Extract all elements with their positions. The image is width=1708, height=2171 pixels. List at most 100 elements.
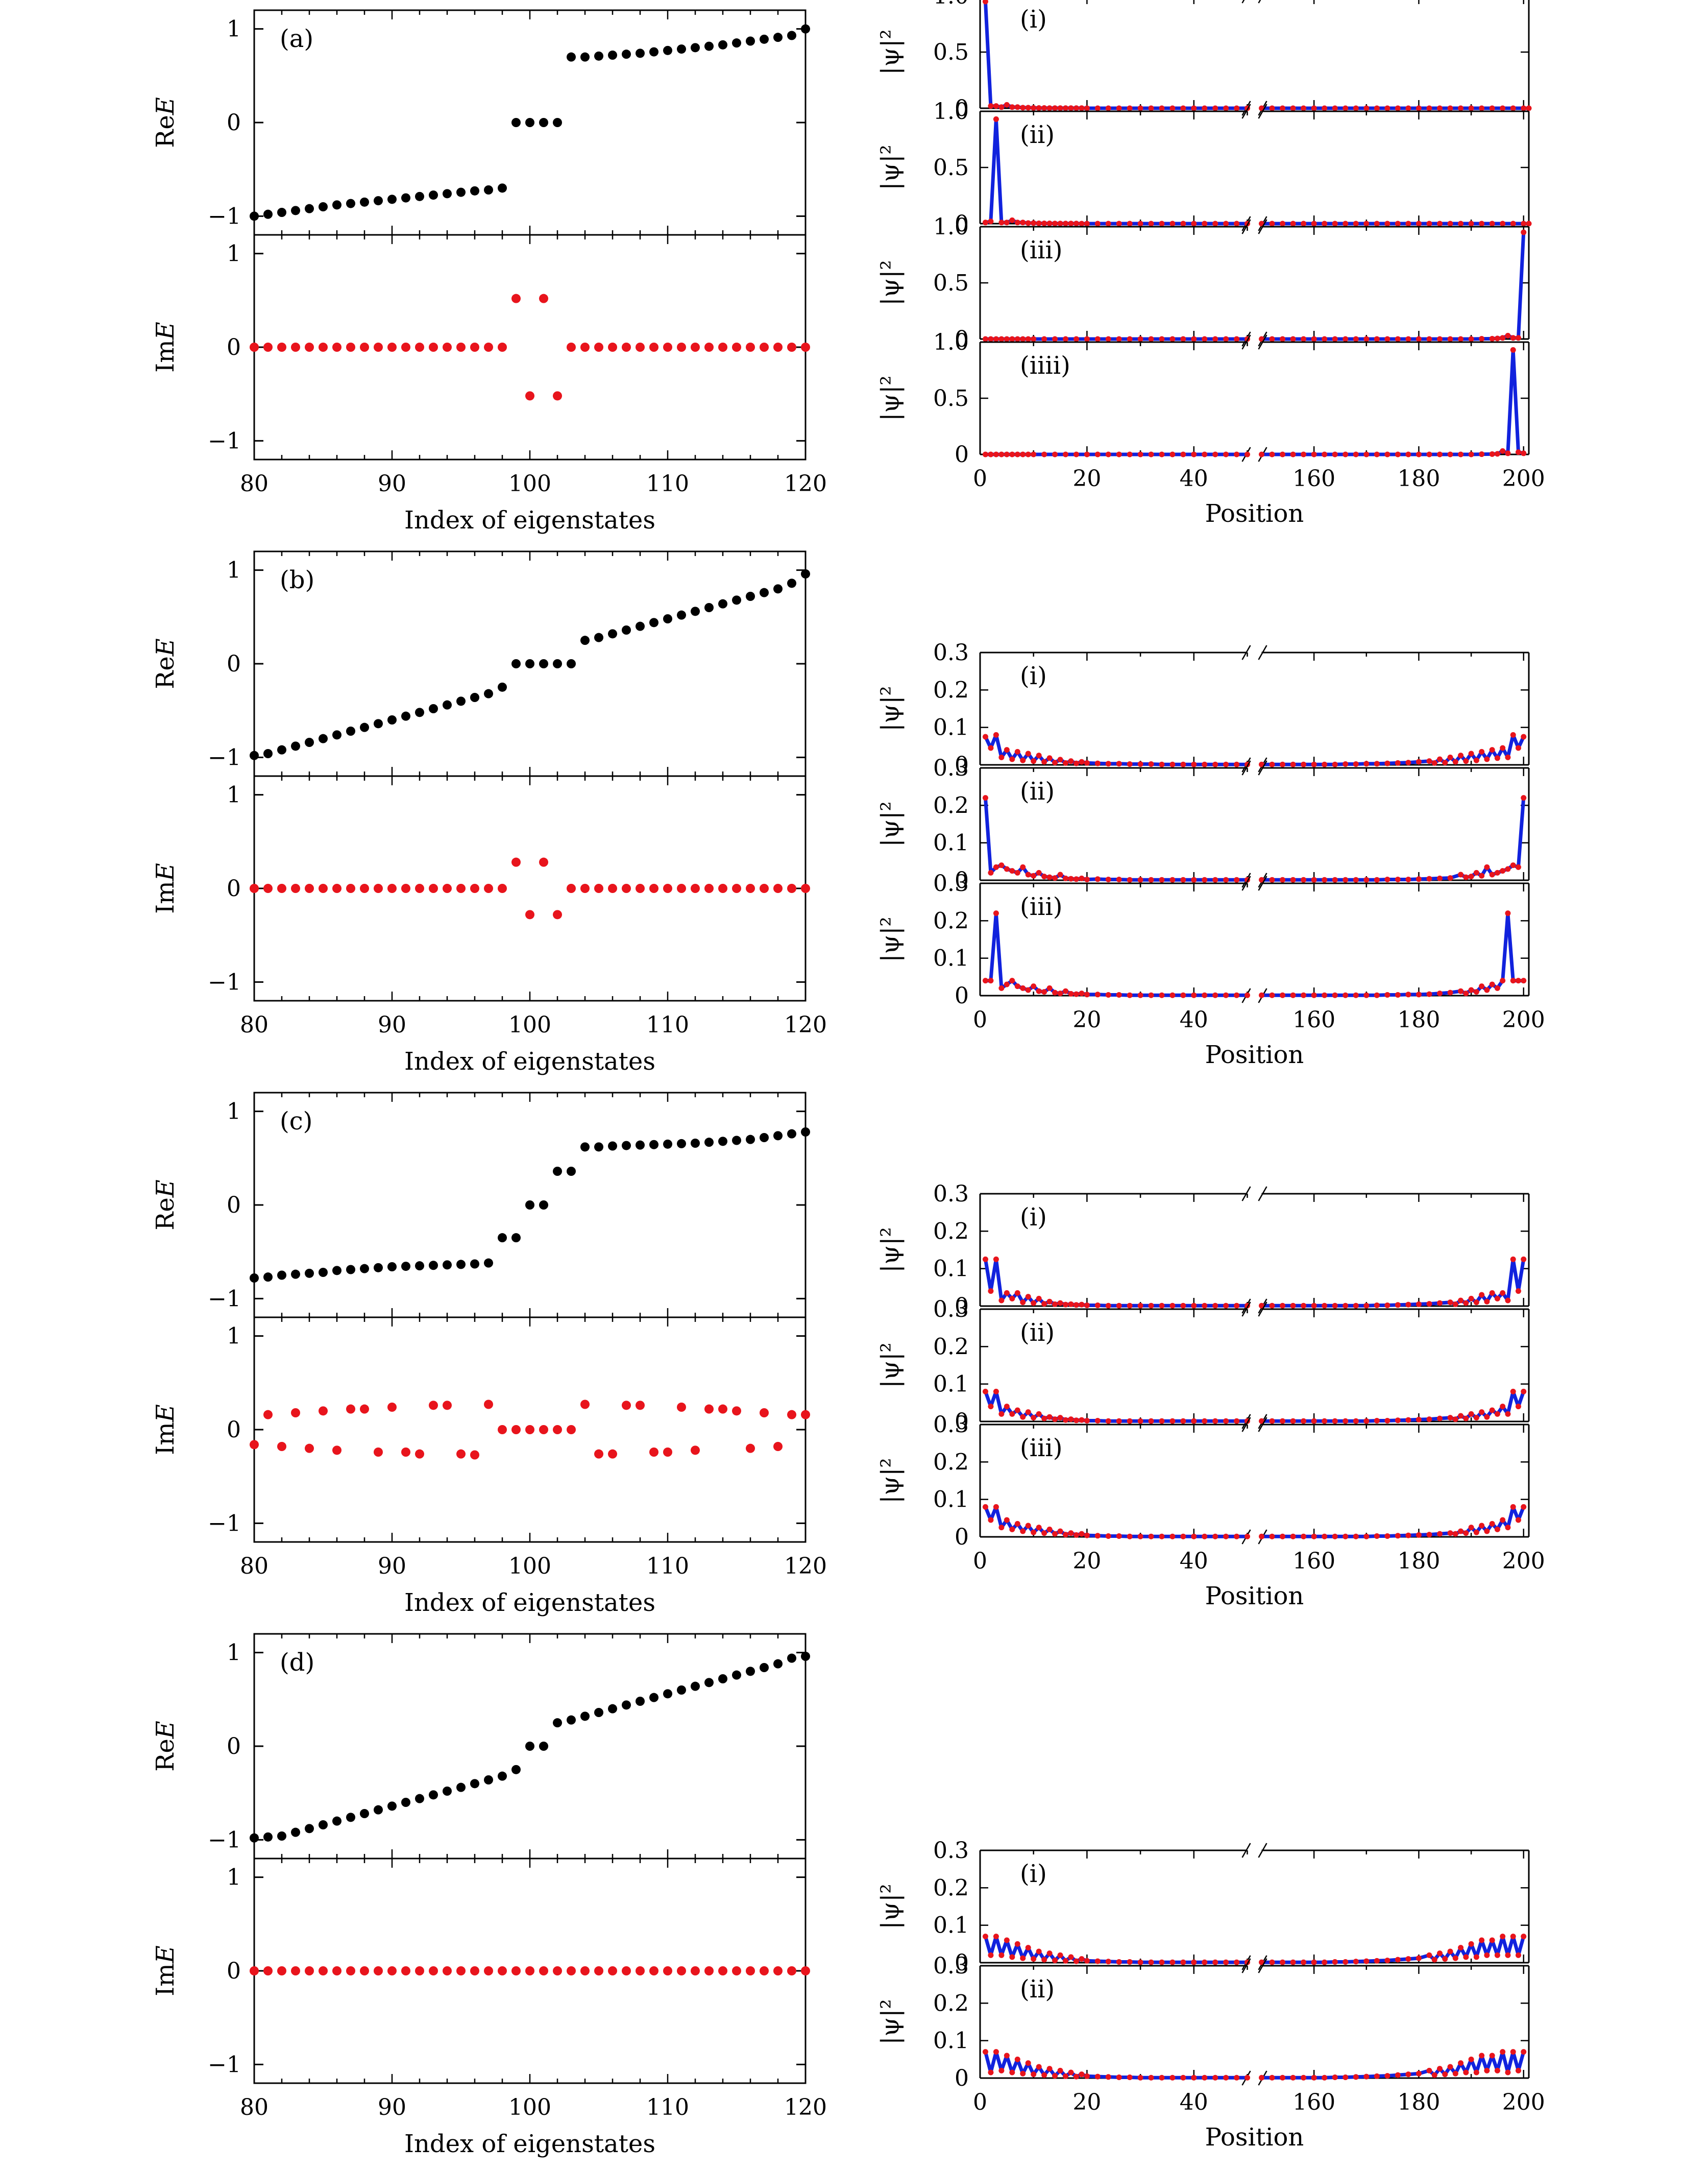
- im-point: [649, 1448, 658, 1457]
- y-tick-label: 0.5: [933, 385, 969, 412]
- psi-line-left: [984, 1257, 1248, 1308]
- psi-point: [1301, 1959, 1307, 1965]
- psi-point: [1094, 2073, 1101, 2080]
- psi-point: [1447, 875, 1453, 881]
- psi-point: [1202, 105, 1208, 111]
- y-tick-label: 0.3: [933, 1838, 969, 1864]
- psi-point: [1353, 451, 1359, 457]
- psi-point: [1105, 761, 1111, 767]
- psi-point: [1223, 877, 1229, 883]
- x-tick-label: 100: [508, 2094, 551, 2120]
- psi-point: [1269, 761, 1275, 767]
- psi-point: [1521, 221, 1527, 227]
- psi-point: [1025, 751, 1031, 757]
- re-point: [319, 1268, 328, 1277]
- re-point: [760, 1133, 769, 1142]
- y-tick-label: 1.0: [933, 0, 969, 9]
- re-point: [704, 41, 714, 51]
- psi-point: [1180, 336, 1186, 342]
- psi-point: [1159, 105, 1165, 111]
- psi-point: [1322, 877, 1328, 883]
- im-point: [498, 1425, 507, 1434]
- psi-point: [1458, 336, 1464, 342]
- subplot-label: (ii): [1020, 777, 1055, 806]
- psi-point: [1463, 2069, 1469, 2076]
- psi-point: [1259, 451, 1264, 457]
- psi-point: [1363, 1958, 1370, 1964]
- axis-break-mark: [1258, 1958, 1267, 1973]
- im-point: [773, 1442, 783, 1451]
- im-point: [443, 1401, 452, 1410]
- psi-point: [1041, 1415, 1047, 1421]
- psi-point: [1405, 336, 1411, 342]
- im-point: [277, 884, 286, 893]
- x-tick-label: 120: [784, 2094, 827, 2120]
- re-point: [484, 1775, 493, 1784]
- psi-point: [1269, 1302, 1275, 1309]
- psi-point: [1191, 1302, 1197, 1309]
- psi-point: [1494, 1952, 1500, 1958]
- re-point: [746, 1135, 755, 1144]
- psi-point: [1343, 451, 1349, 457]
- re-point: [291, 741, 300, 751]
- psi-point: [1041, 874, 1047, 880]
- re-point: [360, 722, 369, 732]
- psi-point: [1426, 1416, 1432, 1422]
- re-point: [567, 659, 576, 668]
- x-tick-label: 200: [1502, 1007, 1545, 1033]
- psi-point: [1416, 451, 1422, 457]
- re-point: [691, 1139, 700, 1148]
- psi-point: [1374, 1958, 1380, 1964]
- psi-point: [1374, 221, 1380, 227]
- psi-point: [1280, 877, 1286, 883]
- psi-point: [1094, 876, 1101, 882]
- psi-point: [1280, 992, 1286, 998]
- psi-point: [1191, 105, 1197, 111]
- x-tick-label: 200: [1502, 2089, 1545, 2115]
- x-tick-label: 40: [1180, 1548, 1208, 1574]
- y-tick-label: 0.1: [933, 946, 969, 972]
- psi-point: [1463, 991, 1469, 997]
- psi-point: [1521, 1934, 1527, 1940]
- y-tick-label: 0.3: [933, 1953, 969, 1979]
- y-tick-label: 0.3: [933, 871, 969, 897]
- im-point: [608, 1966, 617, 1975]
- im-point: [387, 1966, 397, 1975]
- psi-subplot-0: 0 0.1 0.2 0.3 |ψ|² (i): [876, 1181, 1530, 1319]
- psi-point: [1052, 221, 1058, 227]
- re-point: [636, 49, 645, 58]
- psi-point: [1280, 105, 1286, 111]
- re-point: [663, 45, 672, 55]
- psi-point: [988, 451, 994, 457]
- re-point: [498, 682, 507, 692]
- y-tick-label: 0: [955, 211, 969, 237]
- psi-point: [993, 1934, 999, 1940]
- im-point: [608, 1449, 617, 1459]
- im-point: [691, 1445, 700, 1455]
- psi-point: [1405, 992, 1411, 998]
- im-point: [511, 1966, 521, 1975]
- im-point: [663, 343, 672, 352]
- psi-point: [1127, 1418, 1133, 1424]
- im-point: [401, 1966, 410, 1975]
- im-point: [539, 1966, 548, 1975]
- psi-point: [1159, 451, 1165, 457]
- psi-subplot-2: 0 0.1 0.2 0.3 |ψ|² (iii): [876, 871, 1530, 1009]
- im-point: [429, 1966, 438, 1975]
- psi-point: [1290, 1533, 1296, 1539]
- psi-point: [1458, 1945, 1464, 1951]
- re-subplot: −1 0 1 ReE: [151, 1092, 810, 1318]
- y-tick-label: 0.5: [933, 155, 969, 181]
- psi-point: [1458, 1413, 1464, 1419]
- re-point: [511, 659, 521, 668]
- im-point: [746, 343, 755, 352]
- psi-point: [1169, 221, 1176, 227]
- im-point: [622, 343, 631, 352]
- psi-subplot-0: 0 0.1 0.2 0.3 |ψ|² (i): [876, 1838, 1530, 1976]
- psi-point: [1353, 2074, 1359, 2080]
- psi-point: [1036, 1948, 1042, 1955]
- psi-subplot-0: 0 0.5 1.0 |ψ|² (i): [876, 0, 1532, 122]
- psi-point: [1020, 864, 1026, 870]
- y-tick-label: 0: [227, 1733, 241, 1759]
- psi-point: [1437, 451, 1443, 457]
